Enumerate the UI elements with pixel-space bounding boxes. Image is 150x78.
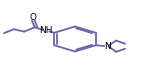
Text: NH: NH [39,26,53,35]
Text: N: N [104,41,110,51]
Text: O: O [30,13,37,22]
